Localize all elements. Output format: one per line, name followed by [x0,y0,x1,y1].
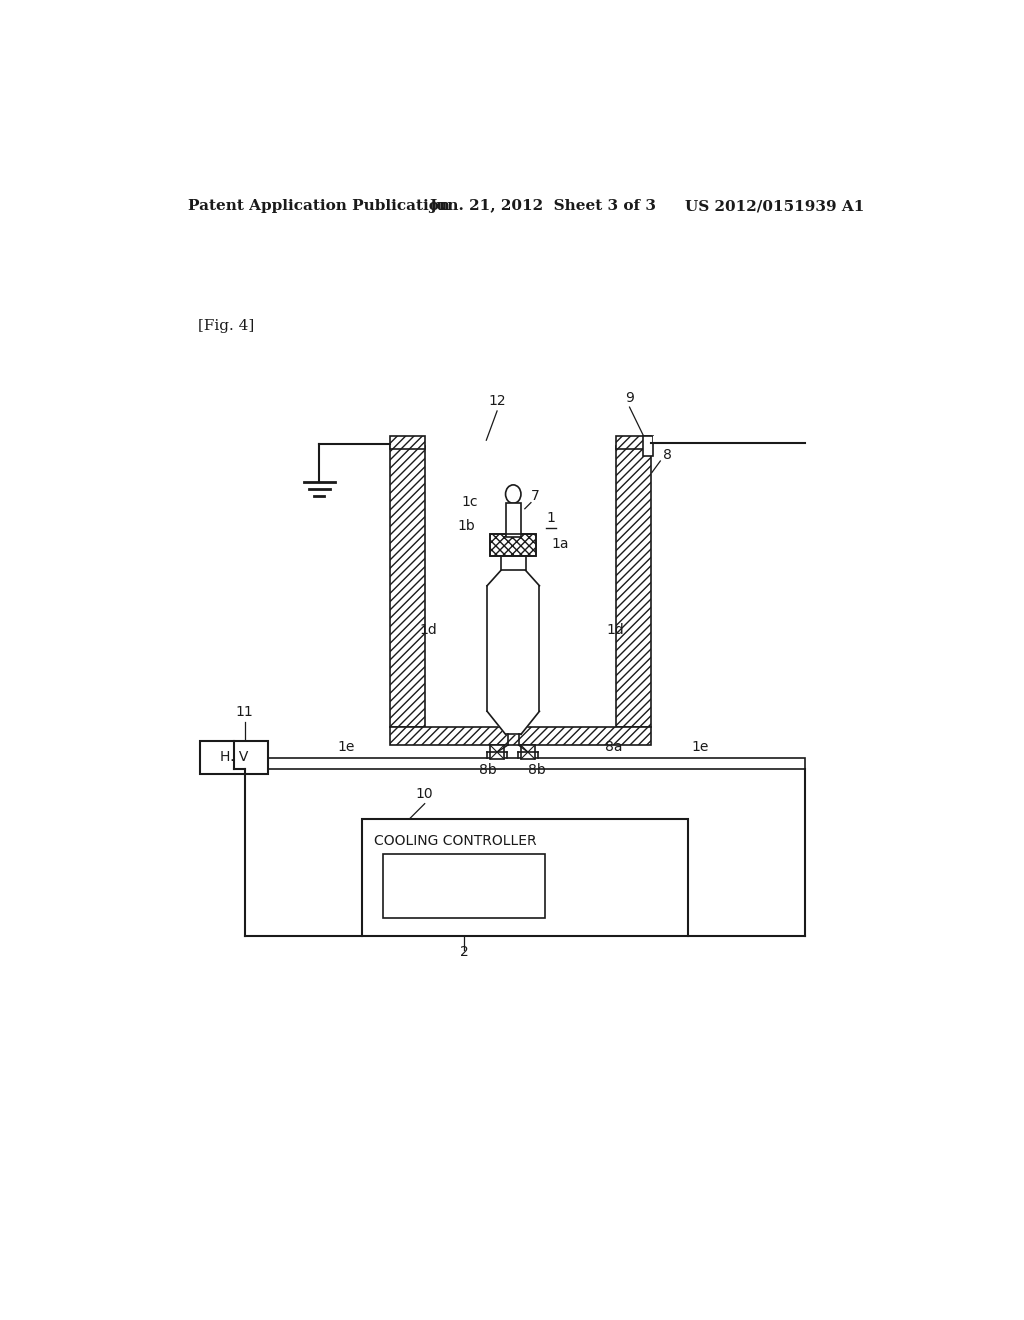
Bar [501,556,525,570]
Text: Jun. 21, 2012  Sheet 3 of 3: Jun. 21, 2012 Sheet 3 of 3 [429,199,656,213]
Bar [490,535,537,556]
Text: COOLING CONTROLLER: COOLING CONTROLLER [374,834,537,847]
Text: 2: 2 [460,945,468,960]
Bar [390,446,425,726]
Text: 1e: 1e [691,741,709,754]
Bar [390,726,651,744]
Text: 8b: 8b [528,763,546,777]
Text: 12: 12 [488,393,506,408]
Bar [652,437,655,442]
Bar [490,535,537,556]
Text: H. V: H. V [219,751,248,764]
Bar [643,437,652,455]
Text: 7: 7 [531,490,540,503]
Text: US 2012/0151939 A1: US 2012/0151939 A1 [685,199,864,213]
Polygon shape [487,570,540,734]
Text: 10: 10 [416,787,433,800]
Text: 8a: 8a [605,739,623,754]
Bar [361,818,688,936]
Text: 1d: 1d [606,623,625,638]
Ellipse shape [506,484,521,503]
Text: 8b: 8b [479,763,497,777]
Bar [506,503,521,537]
Text: 1d: 1d [419,623,437,638]
Bar [615,446,651,726]
Text: [Fig. 4]: [Fig. 4] [199,319,255,333]
Text: 11: 11 [236,705,253,719]
Text: SUPPLY: SUPPLY [441,888,486,902]
Bar [615,437,651,449]
Text: 1e: 1e [338,741,355,754]
Text: SWITCHING POWER: SWITCHING POWER [402,871,525,884]
Bar [245,758,805,770]
Text: 9: 9 [625,391,634,405]
Text: 8: 8 [663,447,672,462]
Text: 1c: 1c [462,495,478,510]
Bar [383,854,545,917]
Bar [521,744,535,759]
Bar [490,744,504,759]
Text: 1: 1 [547,511,555,525]
Bar [200,741,267,775]
Bar [390,437,425,449]
Text: Patent Application Publication: Patent Application Publication [188,199,451,213]
Text: 1a: 1a [551,537,568,550]
Text: 1b: 1b [457,519,475,532]
